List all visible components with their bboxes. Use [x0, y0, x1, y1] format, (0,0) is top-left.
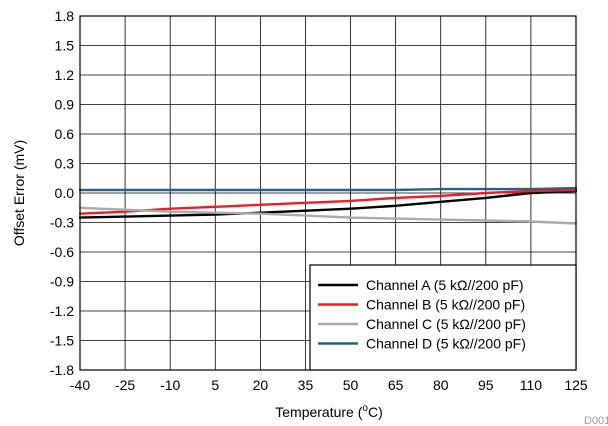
x-tick-label: 5 [211, 377, 219, 393]
y-tick-label: -0.6 [50, 244, 74, 260]
y-tick-label: 0.6 [55, 126, 75, 142]
x-tick-label: -25 [115, 377, 135, 393]
y-tick-label: 0.3 [55, 156, 75, 172]
series-line-channel-a [78, 189, 578, 219]
x-tick-label: 80 [433, 377, 449, 393]
series-line-channel-c [78, 206, 578, 225]
figure-code: D001 [584, 415, 608, 426]
y-tick-label: 0.9 [55, 97, 75, 113]
x-tick-labels: -40 -25 -10 5 20 35 50 65 80 95 110 125 [70, 377, 588, 393]
x-axis-title-main: Temperature ( [275, 404, 362, 420]
x-tick-label: -40 [70, 377, 90, 393]
y-tick-labels: 1.8 1.5 1.2 0.9 0.6 0.3 0.0 -0.3 -0.6 -0.9 -1.2 -1.… [50, 8, 74, 378]
x-tick-label: -10 [160, 377, 180, 393]
series-lines [78, 186, 578, 225]
y-tick-label: 1.8 [55, 8, 75, 24]
y-axis-title: Offset Error (mV) [11, 140, 27, 246]
legend-entry-label: Channel C (5 kΩ//200 pF) [366, 316, 526, 332]
x-tick-label: 125 [564, 377, 588, 393]
x-tick-label: 65 [388, 377, 404, 393]
y-tick-label: 1.5 [55, 38, 75, 54]
legend-box [309, 264, 577, 371]
legend-entry-label: Channel B (5 kΩ//200 pF) [366, 297, 525, 313]
series-line-channel-d [78, 186, 578, 192]
y-tick-label: -1.8 [50, 362, 74, 378]
legend-entry-label: Channel A (5 kΩ//200 pF) [366, 277, 524, 293]
y-tick-label: -1.5 [50, 333, 74, 349]
x-tick-label: 20 [253, 377, 269, 393]
series-line-channel-b [78, 188, 578, 215]
x-tick-label: 95 [478, 377, 494, 393]
y-tick-label: 0.0 [55, 185, 75, 201]
y-tick-label: -0.9 [50, 274, 74, 290]
y-tick-label: -0.3 [50, 215, 74, 231]
x-axis-title-sup: o [362, 403, 368, 414]
legend-entry-label: Channel D (5 kΩ//200 pF) [366, 336, 526, 352]
x-axis-title-end: C) [368, 404, 383, 420]
y-tick-label: -1.2 [50, 303, 74, 319]
legend: Channel A (5 kΩ//200 pF) Channel B (5 kΩ/… [309, 264, 577, 371]
x-tick-label: 110 [520, 377, 543, 393]
x-tick-label: 35 [298, 377, 314, 393]
y-tick-label: 1.2 [55, 67, 75, 83]
x-axis-title: Temperature (oC) [275, 403, 383, 420]
x-tick-label: 50 [343, 377, 359, 393]
